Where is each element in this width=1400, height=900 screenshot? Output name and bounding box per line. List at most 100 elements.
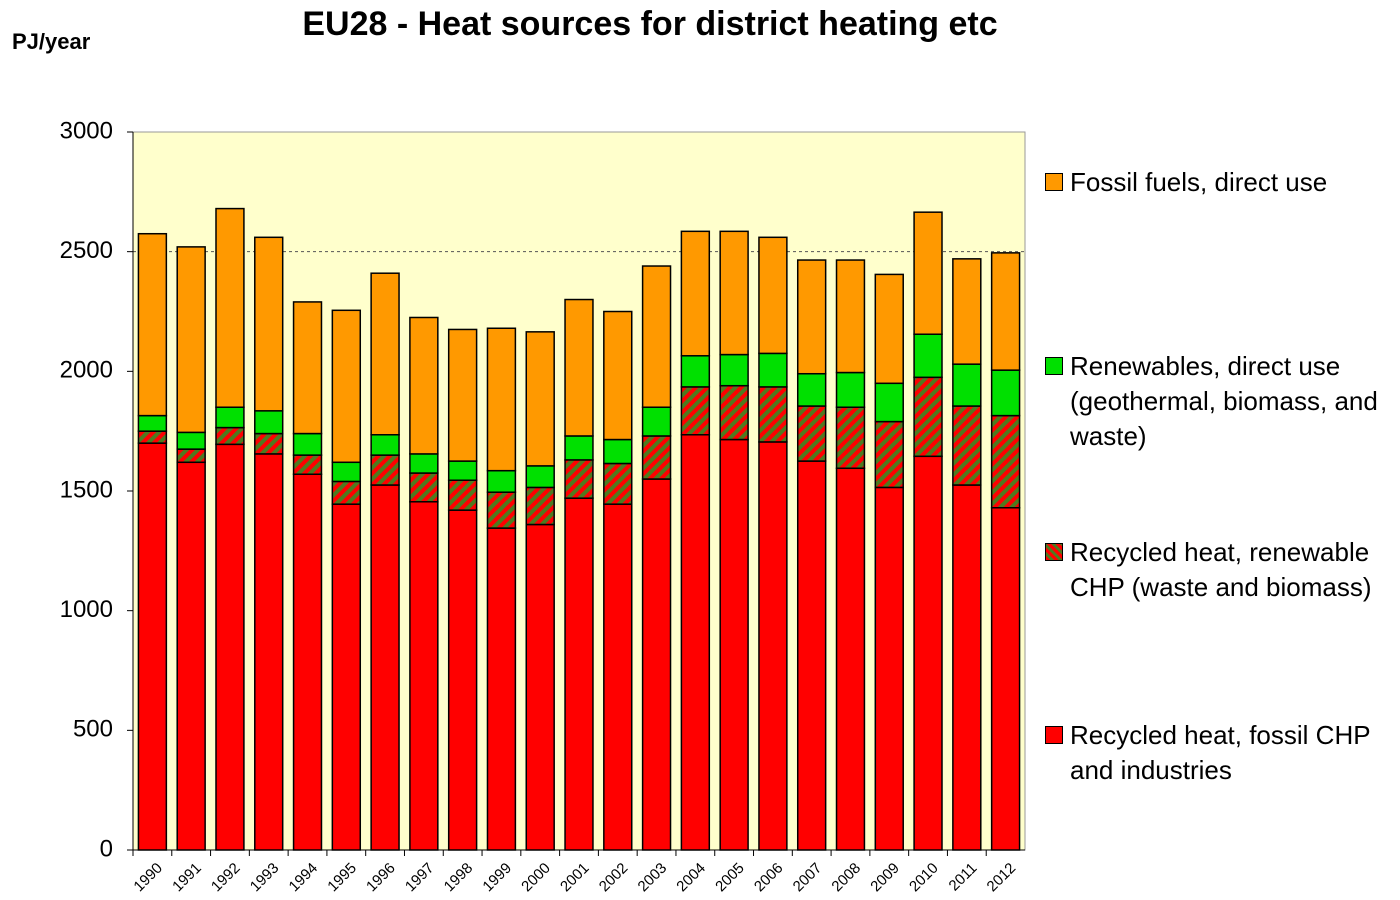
bar-segment	[254, 236, 284, 412]
bar-segment	[952, 258, 982, 365]
bar-segment	[215, 207, 245, 408]
bar-segment	[370, 272, 400, 436]
x-tick-label: 2007	[790, 860, 826, 896]
bar-segment	[796, 405, 827, 462]
x-tick-label: 1990	[130, 860, 166, 896]
bar-segment	[331, 480, 362, 505]
bar-segment	[603, 503, 633, 851]
bar-segment	[641, 265, 672, 408]
bar-segment	[137, 442, 168, 851]
y-axis-label: PJ/year	[12, 29, 91, 54]
legend-item: Fossil fuels, direct use	[1045, 165, 1390, 200]
bar-segment	[447, 479, 478, 511]
bar-segment	[525, 465, 555, 489]
x-tick-label: 2012	[984, 860, 1020, 896]
y-tick-label: 1500	[60, 476, 113, 503]
bar-segment	[719, 230, 749, 356]
y-tick-label: 2500	[60, 237, 113, 264]
bar-segment	[874, 273, 904, 385]
bar-segment	[719, 384, 749, 441]
bar-segment	[176, 431, 206, 450]
bar-segment	[525, 486, 555, 526]
bar-segment	[292, 301, 323, 435]
legend-swatch	[1045, 726, 1063, 744]
bar-segment	[215, 406, 245, 429]
bar-segment	[370, 434, 400, 456]
legend-label: Fossil fuels, direct use	[1070, 167, 1328, 197]
bar-segment	[447, 509, 478, 851]
bar-segment	[680, 230, 711, 357]
bar-segment	[409, 453, 439, 474]
bar-segment	[486, 491, 517, 529]
x-tick-label: 2002	[596, 860, 632, 896]
y-tick-label: 3000	[60, 117, 113, 144]
x-tick-label: 2005	[712, 860, 748, 896]
bar-segment	[913, 333, 943, 379]
legend-swatch	[1045, 357, 1063, 375]
x-tick-label: 2004	[673, 860, 709, 896]
x-tick-label: 2011	[946, 860, 981, 895]
chart-title: EU28 - Heat sources for district heating…	[302, 5, 997, 43]
bar-segment	[835, 406, 866, 470]
bar-segment	[292, 473, 323, 851]
legend-item: Recycled heat, fossil CHP and industries	[1045, 718, 1390, 788]
bar-segment	[447, 328, 478, 462]
bar-segment	[564, 298, 594, 437]
x-tick-label: 1993	[247, 860, 283, 896]
bar-segment	[564, 459, 594, 499]
bar-segment	[874, 382, 904, 423]
bar-segment	[758, 236, 788, 355]
legend-swatch	[1045, 543, 1063, 561]
bar-segment	[796, 259, 827, 375]
bar-segment	[292, 454, 323, 475]
bar-segment	[641, 478, 672, 851]
bar-segment	[447, 460, 478, 481]
bar-segment	[254, 453, 284, 851]
x-tick-label: 2000	[518, 860, 554, 896]
bar-segment	[874, 420, 904, 489]
bar-segment	[331, 309, 362, 464]
bar-segment	[292, 432, 323, 456]
bar-segment	[486, 327, 517, 472]
bar-segment	[603, 438, 633, 465]
x-tick-label: 1998	[441, 860, 477, 896]
x-tick-label: 2003	[635, 860, 671, 896]
x-tick-label: 1994	[286, 860, 322, 896]
bar-segment	[215, 426, 245, 446]
bar-segment	[409, 316, 439, 455]
x-tick-label: 2001	[557, 860, 593, 896]
y-tick-label: 2000	[60, 357, 113, 384]
bar-segment	[796, 460, 827, 851]
bar-segment	[990, 414, 1021, 509]
y-tick-label: 500	[73, 716, 113, 743]
legend-label: Recycled heat, renewable CHP (waste and …	[1070, 537, 1372, 602]
y-tick-label: 1000	[60, 596, 113, 623]
bar-segment	[137, 430, 168, 444]
bar-segment	[758, 386, 788, 443]
bar-segment	[137, 232, 168, 417]
x-tick-label: 1996	[363, 860, 399, 896]
bar-segment	[254, 410, 284, 435]
bar-segment	[680, 386, 711, 436]
x-tick-label: 1997	[402, 860, 438, 896]
bar-segment	[874, 486, 904, 851]
bar-segment	[409, 472, 439, 503]
bar-segment	[758, 352, 788, 388]
bar-segment	[603, 462, 633, 505]
bar-segment	[525, 523, 555, 851]
bar-segment	[486, 527, 517, 851]
bar-segment	[719, 353, 749, 387]
x-tick-label: 2009	[867, 860, 903, 896]
bar-segment	[758, 441, 788, 851]
bar-segment	[486, 469, 517, 493]
bar-segment	[913, 376, 943, 458]
legend-item: Renewables, direct use (geothermal, biom…	[1045, 349, 1390, 454]
x-tick-label: 1999	[479, 860, 515, 896]
bar-segment	[176, 461, 206, 851]
legend-label: Recycled heat, fossil CHP and industries	[1070, 720, 1371, 785]
bar-segment	[952, 484, 982, 851]
legend-item: Recycled heat, renewable CHP (waste and …	[1045, 535, 1390, 605]
bar-segment	[370, 484, 400, 851]
x-tick-label: 2006	[751, 860, 787, 896]
